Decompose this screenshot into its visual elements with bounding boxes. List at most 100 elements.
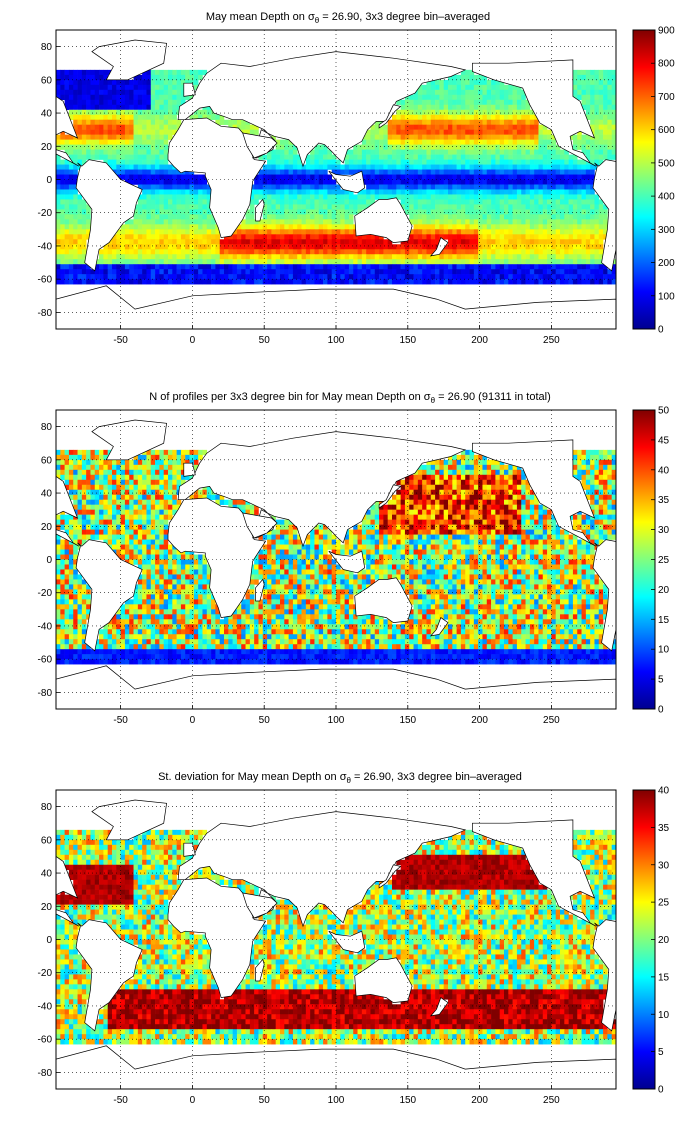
data-cell [129,459,134,466]
data-cell [73,499,78,505]
data-cell [478,469,483,476]
data-cell [473,129,479,135]
data-cell [430,274,436,280]
data-cell [516,164,522,170]
data-cell [547,249,552,255]
data-cell [133,259,139,265]
data-cell [547,144,552,150]
data-cell [551,234,556,240]
data-cell [176,234,182,240]
data-cell [172,259,177,265]
data-cell [64,134,70,140]
data-cell [129,234,134,240]
data-cell [99,134,104,140]
data-cell [568,219,574,225]
data-cell [383,194,388,200]
data-cell [396,499,401,505]
data-cell [314,254,320,260]
data-cell [310,169,315,175]
data-cell [611,454,616,461]
data-cell [185,274,190,280]
data-cell [435,194,440,200]
data-cell [267,194,272,200]
data-cell [297,229,302,235]
data-cell [163,169,169,175]
data-cell [68,134,74,140]
data-cell [155,509,160,515]
data-cell [336,249,341,255]
data-cell [81,134,87,140]
data-cell [529,174,535,180]
data-cell [310,234,315,240]
data-cell [383,274,388,280]
data-cell [103,269,108,275]
data-cell [193,174,199,180]
data-cell [486,144,492,150]
data-cell [452,84,457,91]
data-cell [150,194,156,200]
data-cell [413,494,419,500]
data-cell [452,169,457,175]
data-cell [327,179,332,185]
data-cell [379,139,384,145]
data-cell [142,454,147,461]
data-cell [581,79,587,86]
data-cell [150,454,156,461]
data-cell [155,149,160,155]
data-cell [491,139,496,145]
data-cell [417,469,423,476]
data-cell [400,264,406,270]
data-cell [297,224,302,230]
data-cell [443,194,449,200]
data-cell [68,169,74,175]
data-cell [486,79,492,86]
data-cell [370,154,376,160]
data-cell [198,264,203,270]
data-cell [288,184,294,190]
data-cell [116,499,121,505]
data-cell [469,109,475,116]
data-cell [435,129,440,135]
data-cell [499,194,505,200]
data-cell [340,169,345,175]
data-cell [271,174,276,180]
data-cell [288,179,294,185]
data-cell [159,84,164,91]
data-cell [357,254,363,260]
data-cell [370,179,376,185]
data-cell [598,489,604,496]
data-cell [572,264,578,270]
data-cell [547,264,552,270]
data-cell [577,209,582,215]
data-cell [301,219,307,225]
data-cell [417,144,423,150]
data-cell [577,229,582,235]
data-cell [521,179,526,185]
data-cell [155,249,160,255]
data-cell [598,119,604,125]
data-cell [280,179,285,185]
data-cell [603,114,608,120]
data-cell [68,74,74,81]
data-cell [176,249,182,255]
data-cell [473,459,479,466]
data-cell [555,229,561,235]
data-cell [262,279,268,285]
data-cell [155,154,160,160]
data-cell [456,509,462,515]
data-cell [469,204,475,210]
data-cell [103,114,108,120]
data-cell [116,99,121,106]
data-cell [383,129,388,135]
data-cell [94,259,100,265]
data-cell [176,454,182,461]
data-cell [581,214,587,220]
data-cell [318,144,324,150]
data-cell [64,474,70,481]
data-cell [594,269,600,275]
data-cell [400,164,406,170]
data-cell [560,229,565,235]
data-cell [314,244,320,250]
data-cell [284,234,289,240]
data-cell [60,164,65,170]
